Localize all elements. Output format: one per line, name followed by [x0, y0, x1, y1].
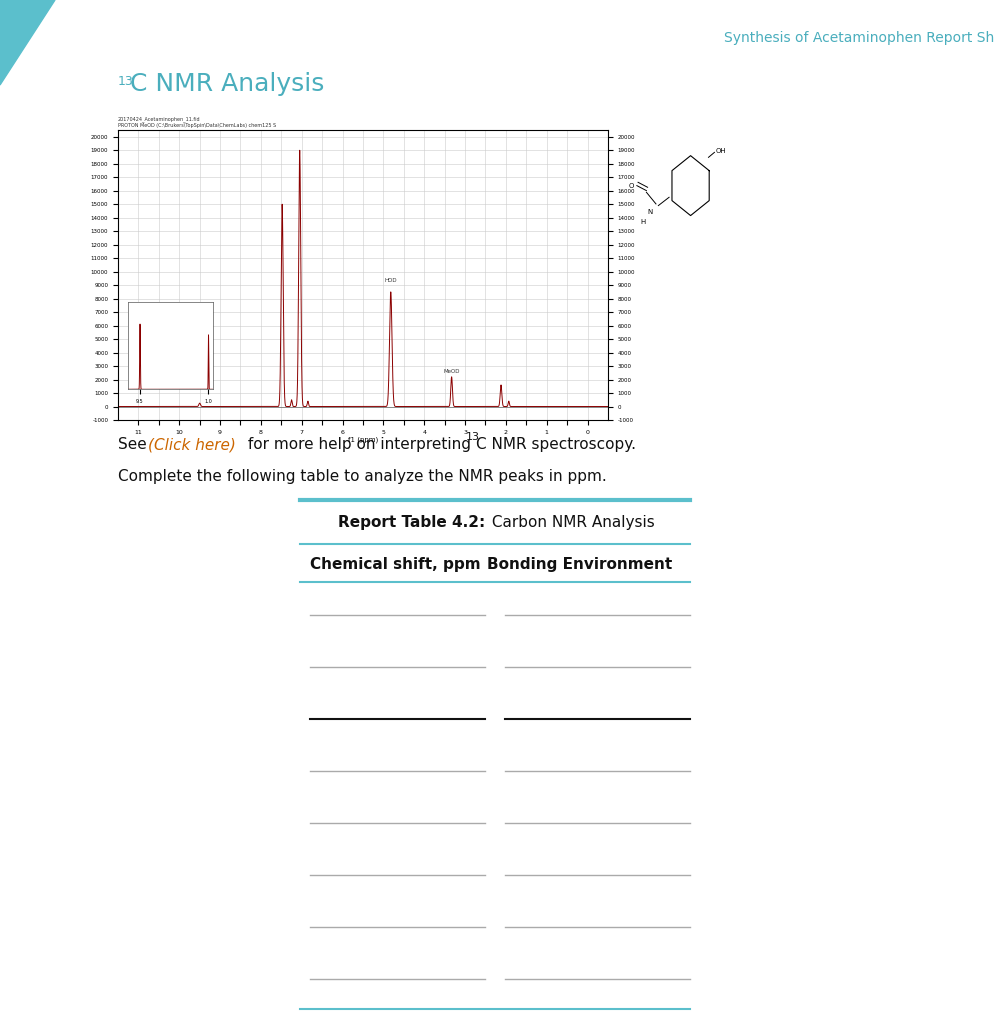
Text: Chemical shift, ppm: Chemical shift, ppm — [309, 557, 480, 572]
Text: MeOD: MeOD — [443, 369, 459, 374]
Text: HOD: HOD — [384, 279, 397, 284]
Text: 13: 13 — [118, 75, 133, 88]
Text: Carbon NMR Analysis: Carbon NMR Analysis — [486, 514, 654, 529]
Text: for more help on interpreting: for more help on interpreting — [243, 437, 475, 452]
Text: C NMR Analysis: C NMR Analysis — [130, 72, 324, 96]
Text: OH: OH — [715, 147, 726, 154]
Text: Complete the following table to analyze the NMR peaks in ppm.: Complete the following table to analyze … — [118, 469, 606, 484]
Text: See: See — [118, 437, 151, 452]
Text: Synthesis of Acetaminophen Report Sheet: Synthesis of Acetaminophen Report Sheet — [723, 31, 994, 45]
Text: Report Table 4.2:: Report Table 4.2: — [337, 514, 484, 529]
X-axis label: f1 (ppm): f1 (ppm) — [348, 436, 378, 442]
Text: Bonding Environment: Bonding Environment — [487, 557, 672, 572]
Text: 20170424_Acetaminophen_11.fid
PROTON MeOD (C:\Brukers\TopSpin\Data\ChemLabs) che: 20170424_Acetaminophen_11.fid PROTON MeO… — [118, 117, 276, 128]
Text: 13: 13 — [465, 432, 479, 442]
Text: (Click here): (Click here) — [148, 437, 236, 452]
Text: C NMR spectroscopy.: C NMR spectroscopy. — [475, 437, 635, 452]
Text: H: H — [639, 219, 645, 225]
Text: N: N — [647, 209, 652, 215]
Polygon shape — [0, 0, 55, 85]
Text: O: O — [627, 182, 633, 188]
